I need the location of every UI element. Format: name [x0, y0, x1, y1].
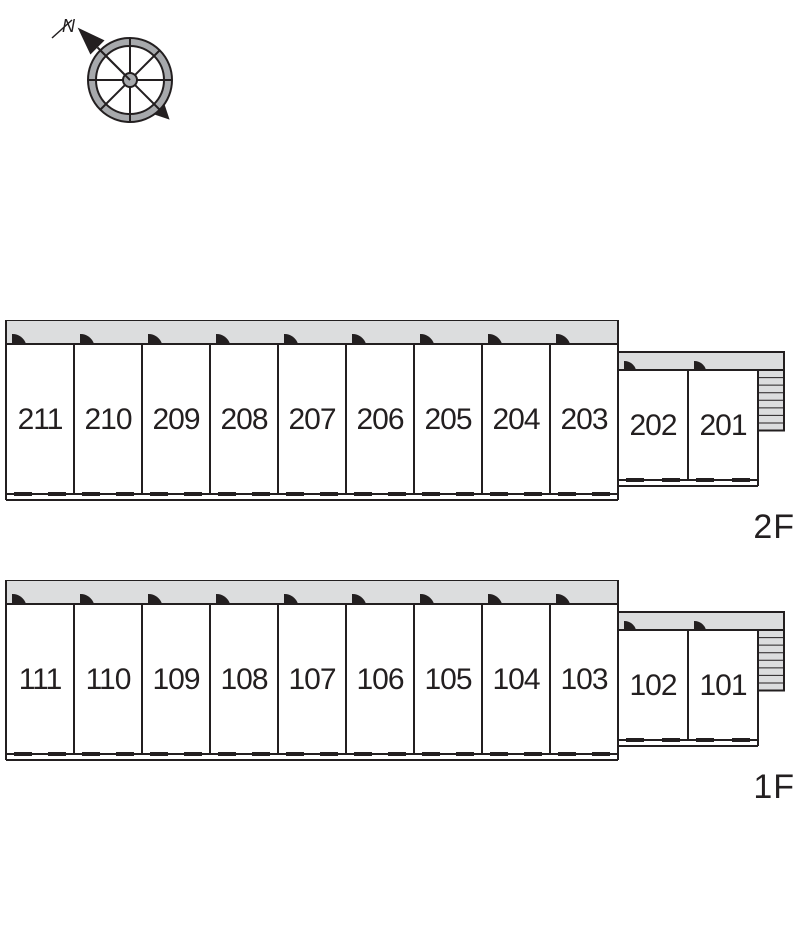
unit-104: 104	[492, 663, 539, 696]
unit-103: 103	[560, 663, 607, 696]
unit-102: 102	[629, 669, 676, 702]
unit-208: 208	[220, 403, 267, 436]
unit-202: 202	[629, 409, 676, 442]
unit-209: 209	[152, 403, 199, 436]
floorplan-canvas: N 211 210 209 208 207 206 205 204 203 202 201 2F 111…	[0, 0, 800, 940]
unit-111: 111	[19, 663, 62, 696]
unit-105: 105	[424, 663, 471, 696]
compass-n-label: N	[62, 16, 76, 36]
floor-label-1F: 1F	[753, 768, 795, 807]
floor-1F: 1111101091081071061051041031021011F	[0, 580, 800, 780]
unit-210: 210	[84, 403, 131, 436]
unit-201: 201	[699, 409, 746, 442]
unit-101: 101	[699, 669, 746, 702]
unit-110: 110	[86, 663, 131, 696]
unit-107: 107	[288, 663, 335, 696]
compass: N	[40, 10, 180, 150]
floor-2F: 2112102092082072062052042032022012F	[0, 320, 800, 520]
unit-203: 203	[560, 403, 607, 436]
unit-106: 106	[356, 663, 403, 696]
unit-207: 207	[288, 403, 335, 436]
unit-206: 206	[356, 403, 403, 436]
unit-108: 108	[220, 663, 267, 696]
unit-109: 109	[152, 663, 199, 696]
floor-label-2F: 2F	[753, 508, 795, 547]
unit-205: 205	[424, 403, 471, 436]
unit-211: 211	[18, 403, 63, 436]
unit-204: 204	[492, 403, 539, 436]
